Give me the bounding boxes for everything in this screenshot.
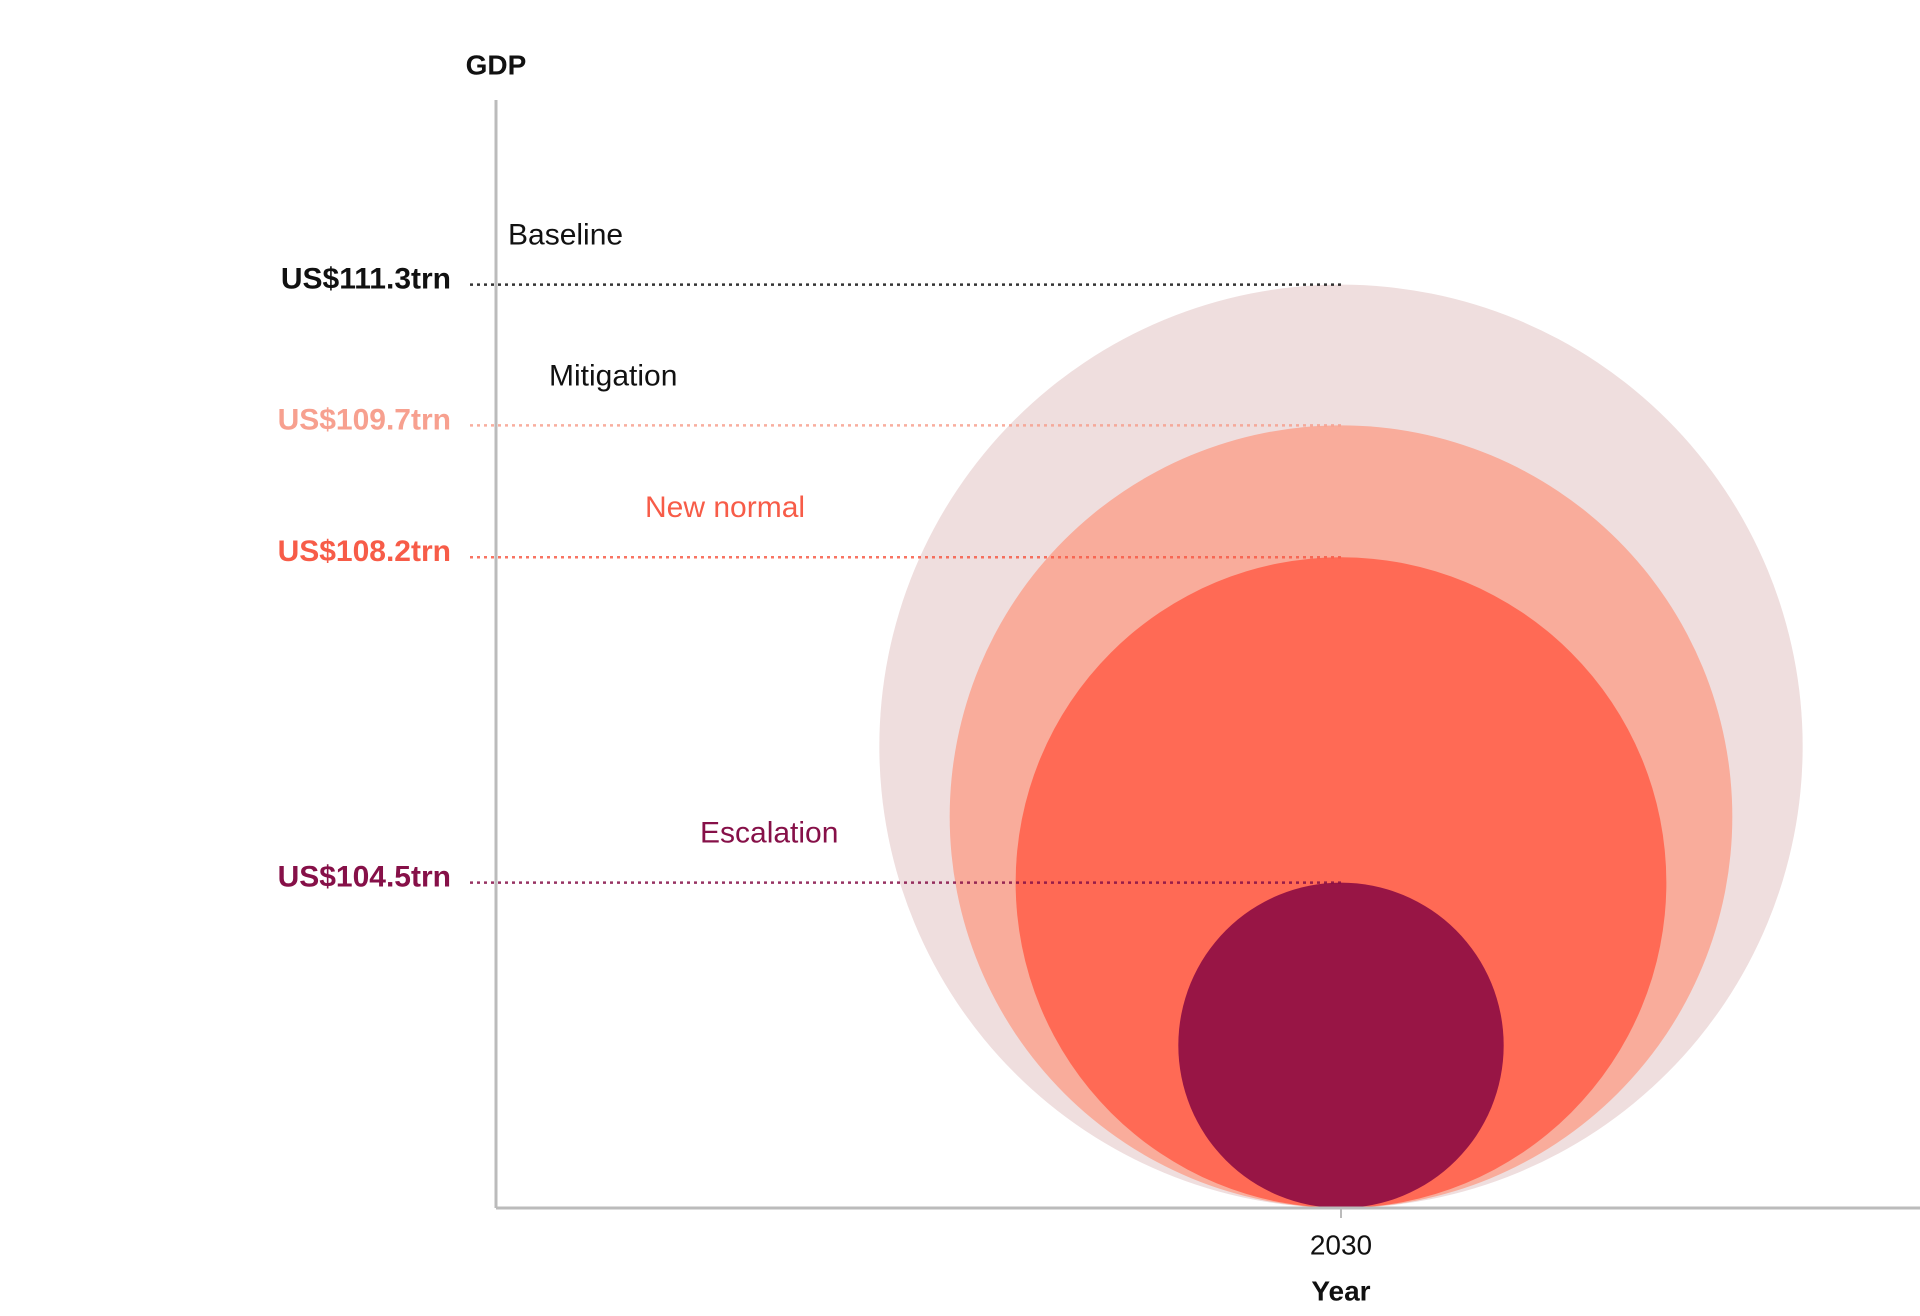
bubble bbox=[1178, 882, 1504, 1208]
legend-label: New normal bbox=[645, 491, 805, 524]
x-axis-label: Year bbox=[1311, 1275, 1370, 1306]
value-label: US$109.7trn bbox=[278, 403, 451, 436]
y-axis-label: GDP bbox=[466, 49, 527, 80]
legend-label: Escalation bbox=[700, 817, 838, 850]
legend-label: Baseline bbox=[508, 219, 623, 252]
value-label: US$108.2trn bbox=[278, 535, 451, 568]
value-label: US$104.5trn bbox=[278, 861, 451, 894]
x-tick-label: 2030 bbox=[1310, 1229, 1372, 1260]
legend-label: Mitigation bbox=[549, 359, 677, 392]
value-label: US$111.3trn bbox=[281, 263, 451, 296]
